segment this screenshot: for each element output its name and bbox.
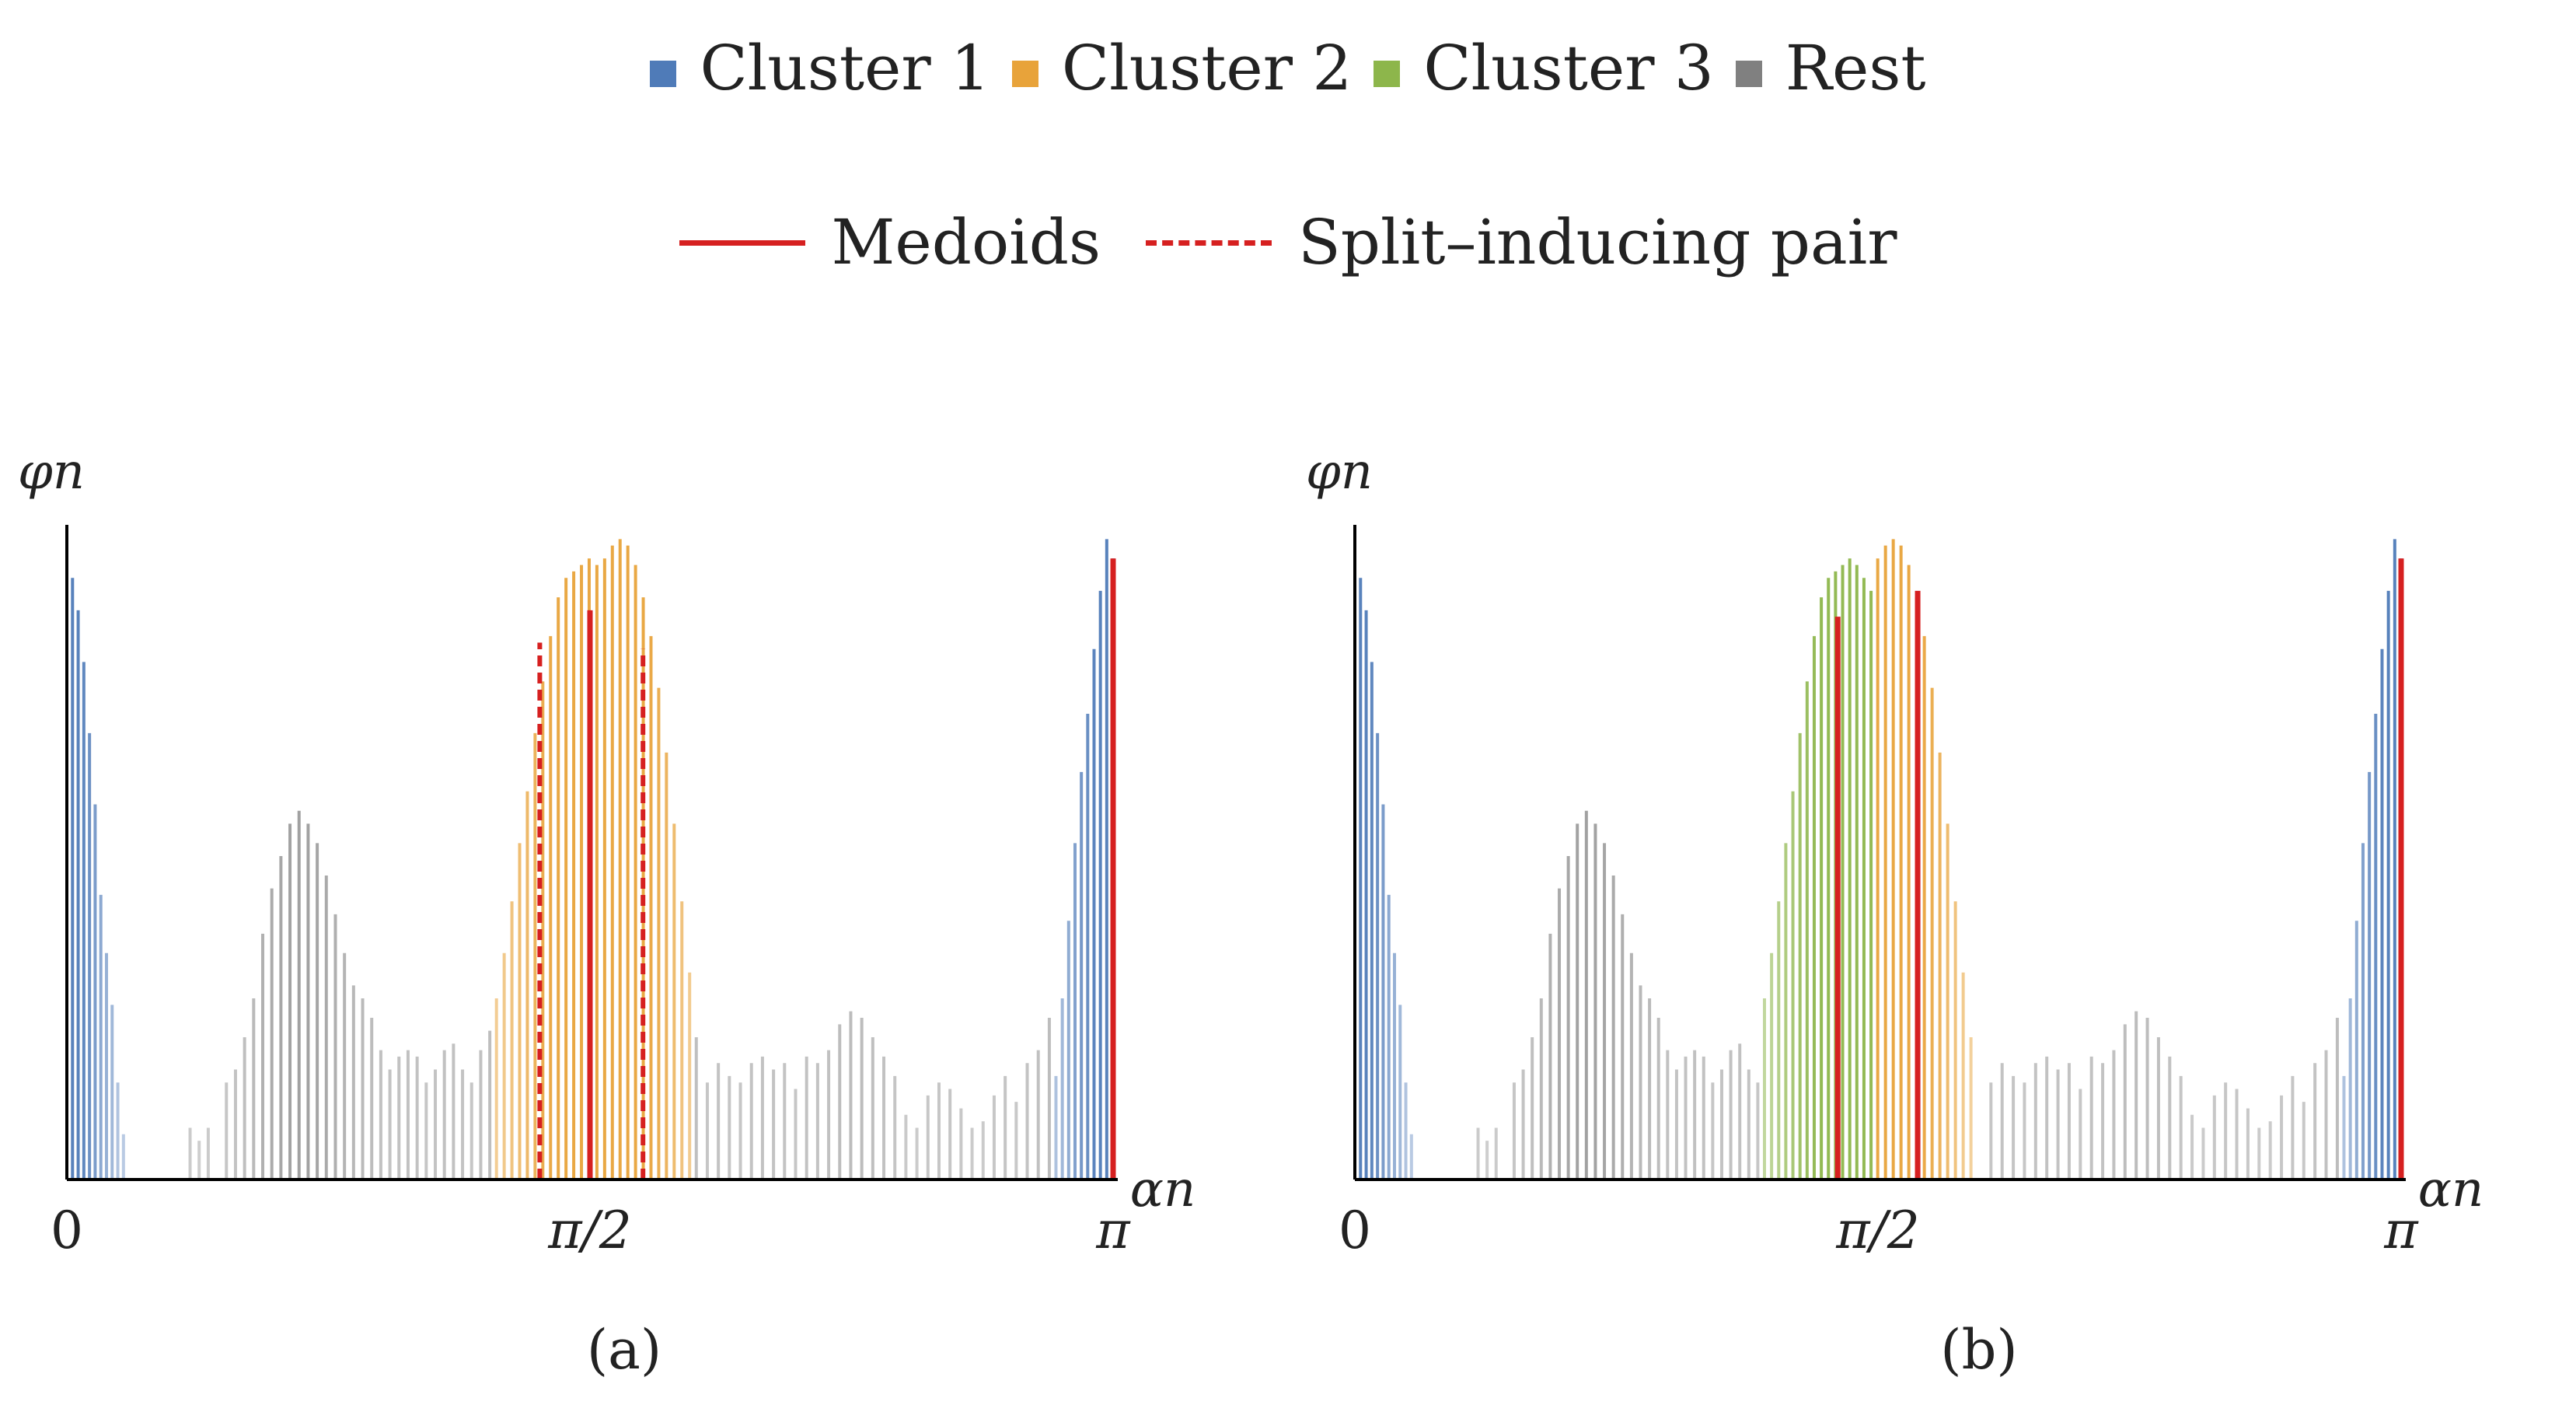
legend-item-split-pair: Split–inducing pair: [1146, 211, 1897, 274]
legend-clusters: Cluster 1 Cluster 2 Cluster 3 Rest: [0, 31, 2576, 106]
legend-label-cluster-1: Cluster 1: [700, 32, 990, 104]
legend-swatch-cluster-3: [1374, 61, 1401, 87]
legend-swatch-cluster-1: [650, 61, 677, 87]
legend-swatch-rest: [1735, 61, 1762, 87]
legend-label-cluster-2: Cluster 2: [1061, 32, 1353, 104]
x-tick-label-1: π/2: [547, 1201, 632, 1260]
legend-label-rest: Rest: [1785, 32, 1926, 104]
x-axis-label: αn: [2418, 1161, 2484, 1218]
legend-lines: Medoids Split–inducing pair: [0, 204, 2576, 281]
legend-item-cluster-1: Cluster 1: [650, 37, 990, 100]
x-tick-label-2: π: [2383, 1201, 2419, 1260]
chart-panel-a: φn αn 0 π/2 π (a): [18, 443, 1196, 1382]
x-tick-label-0: 0: [1339, 1201, 1371, 1260]
y-axis-label: φn: [1306, 443, 1373, 501]
legend-line-medoids: [679, 239, 805, 246]
panel-label: (a): [587, 1318, 661, 1382]
chart-panel-b: φn αn 0 π/2 π (b): [1306, 443, 2484, 1382]
x-tick-label-0: 0: [51, 1201, 83, 1260]
legend-item-rest: Rest: [1735, 32, 1926, 104]
y-axis-label: φn: [18, 443, 85, 501]
legend-item-cluster-3: Cluster 3: [1374, 32, 1714, 104]
legend-item-medoids: Medoids: [679, 211, 1101, 274]
x-tick-label-2: π: [1095, 1201, 1131, 1260]
legend-label-cluster-3: Cluster 3: [1423, 32, 1714, 104]
panel-label: (b): [1940, 1318, 2017, 1382]
legend-label-split-pair: Split–inducing pair: [1298, 206, 1897, 278]
x-tick-label-1: π/2: [1835, 1201, 1920, 1260]
legend-swatch-cluster-2: [1011, 61, 1038, 87]
legend-item-cluster-2: Cluster 2: [1011, 32, 1353, 104]
legend-line-split-pair: [1146, 239, 1272, 246]
x-axis-label: αn: [1130, 1161, 1196, 1218]
legend-label-medoids: Medoids: [831, 206, 1101, 278]
